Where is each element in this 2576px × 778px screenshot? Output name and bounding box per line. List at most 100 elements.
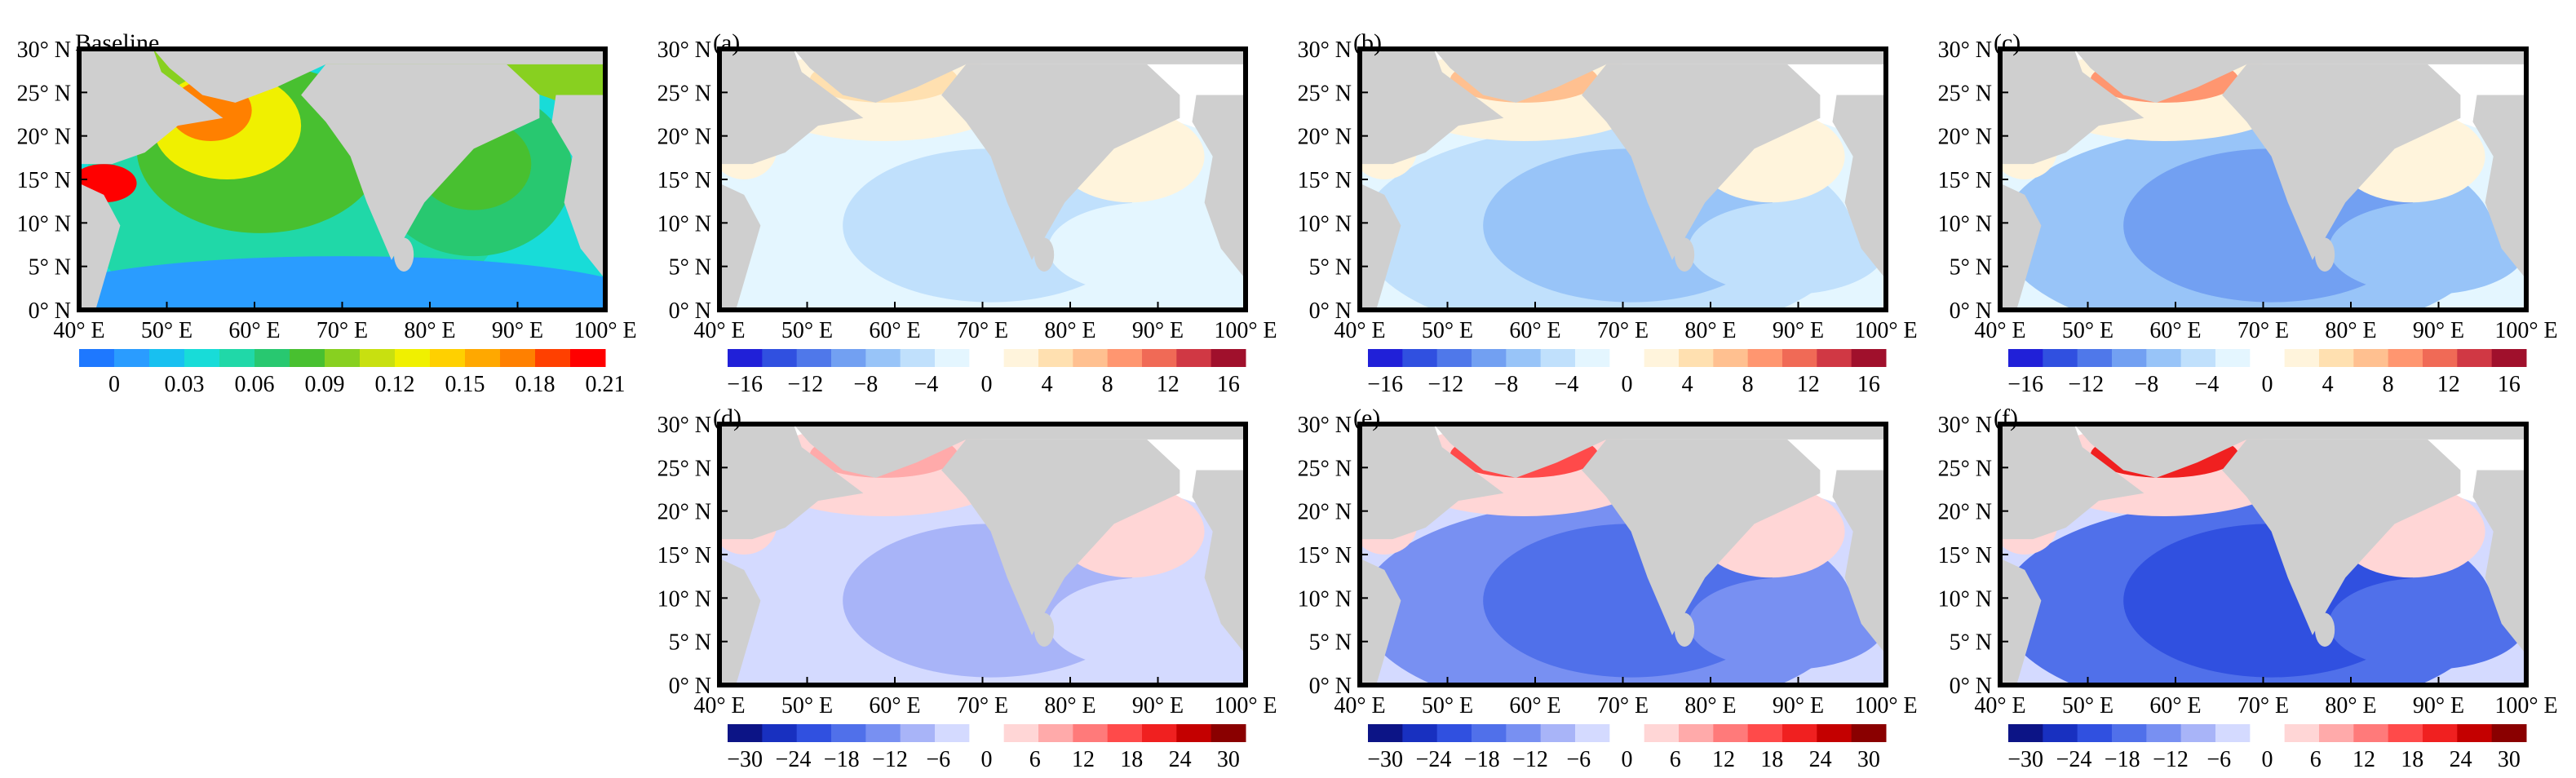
colorbar-swatch bbox=[1609, 724, 1645, 742]
colorbar-swatch bbox=[2457, 349, 2493, 367]
x-tick-label: 70° E bbox=[2237, 693, 2289, 718]
panel-field-a bbox=[719, 49, 1246, 310]
colorbar-swatch bbox=[2180, 349, 2216, 367]
colorbar-tick-label: −12 bbox=[872, 747, 908, 772]
colorbar-swatch bbox=[184, 349, 220, 367]
x-tick-label: 100° E bbox=[1214, 693, 1277, 718]
colorbar-tick-label: 6 bbox=[2310, 747, 2321, 772]
x-tick-label: 50° E bbox=[781, 318, 833, 343]
y-tick-label: 25° N bbox=[1298, 81, 1352, 106]
x-tick-label: 80° E bbox=[1684, 693, 1736, 718]
panel-field-f bbox=[2000, 424, 2526, 685]
x-tick-label: 100° E bbox=[573, 318, 636, 343]
colorbar: −16 −12 −8 −4 0 4 8 12 16 bbox=[727, 349, 1246, 397]
panel-f: (f) 0° N 5° N 10° N 15° N 20° N 25° N 30° N 40° … bbox=[1938, 404, 2558, 772]
contour-band bbox=[2329, 577, 2526, 670]
colorbar-tick-label: −12 bbox=[2153, 747, 2189, 772]
colorbar-swatch bbox=[535, 349, 571, 367]
colorbar-tick-label: 0.06 bbox=[235, 372, 275, 397]
colorbar-swatch bbox=[2388, 349, 2423, 367]
y-tick-label: 0° N bbox=[29, 298, 71, 324]
panel-a: (a) 0° N 5° N 10° N 15° N 20° N 25° N 30° N 40° … bbox=[657, 29, 1277, 397]
colorbar-swatch bbox=[1402, 349, 1438, 367]
colorbar-swatch bbox=[1713, 724, 1749, 742]
colorbar-swatch bbox=[395, 349, 431, 367]
colorbar-swatch bbox=[1436, 724, 1472, 742]
x-tick-label: 60° E bbox=[869, 318, 920, 343]
colorbar-swatch bbox=[831, 349, 866, 367]
colorbar-swatch bbox=[1003, 349, 1039, 367]
colorbar-swatch bbox=[2491, 724, 2527, 742]
y-tick-label: 20° N bbox=[17, 125, 71, 150]
y-tick-label: 15° N bbox=[657, 543, 711, 568]
x-tick-label: 90° E bbox=[2413, 318, 2464, 343]
colorbar-swatch bbox=[1436, 349, 1472, 367]
colorbar-swatch bbox=[2319, 349, 2354, 367]
y-tick-label: 15° N bbox=[1938, 168, 1992, 193]
colorbar-tick-label: −8 bbox=[2134, 372, 2158, 397]
colorbar-tick-label: −12 bbox=[787, 372, 823, 397]
y-tick-label: 30° N bbox=[1298, 413, 1352, 438]
colorbar-swatch bbox=[2043, 349, 2078, 367]
colorbar-tick-label: 0.12 bbox=[375, 372, 415, 397]
colorbar-swatch bbox=[2423, 724, 2458, 742]
x-tick-label: 50° E bbox=[1422, 693, 1473, 718]
colorbar-swatch bbox=[1073, 724, 1109, 742]
colorbar-swatch bbox=[1679, 724, 1714, 742]
colorbar-swatch bbox=[1472, 724, 1507, 742]
y-tick-label: 15° N bbox=[657, 168, 711, 193]
x-tick-label: 40° E bbox=[693, 693, 745, 718]
colorbar-swatch bbox=[1402, 724, 1438, 742]
colorbar-tick-label: −12 bbox=[1427, 372, 1463, 397]
colorbar-swatch bbox=[149, 349, 185, 367]
colorbar-swatch bbox=[1073, 349, 1109, 367]
colorbar-swatch bbox=[935, 349, 970, 367]
x-tick-label: 60° E bbox=[1509, 693, 1560, 718]
x-tick-label: 40° E bbox=[1974, 318, 2025, 343]
x-tick-label: 50° E bbox=[2062, 318, 2113, 343]
colorbar-tick-label: −8 bbox=[1494, 372, 1518, 397]
y-tick-label: 0° N bbox=[669, 674, 711, 699]
colorbar-swatch bbox=[762, 349, 798, 367]
colorbar-swatch bbox=[728, 349, 763, 367]
colorbar-swatch bbox=[1107, 349, 1143, 367]
x-tick-label: 70° E bbox=[2237, 318, 2289, 343]
colorbar-swatch bbox=[1211, 724, 1246, 742]
colorbar-tick-label: 30 bbox=[1857, 747, 1880, 772]
colorbar-tick-label: 30 bbox=[2498, 747, 2521, 772]
colorbar-swatch bbox=[465, 349, 501, 367]
y-tick-label: 10° N bbox=[1938, 211, 1992, 236]
y-tick-label: 5° N bbox=[29, 255, 71, 281]
colorbar-swatch bbox=[2491, 349, 2527, 367]
colorbar-swatch bbox=[1817, 349, 1852, 367]
colorbar-tick-label: 24 bbox=[1809, 747, 1832, 772]
y-tick-label: 25° N bbox=[1298, 456, 1352, 481]
y-tick-label: 30° N bbox=[17, 38, 71, 63]
colorbar-swatch bbox=[290, 349, 325, 367]
colorbar-swatch bbox=[2423, 349, 2458, 367]
x-tick-label: 60° E bbox=[1509, 318, 1560, 343]
y-tick-label: 20° N bbox=[657, 125, 711, 150]
colorbar-swatch bbox=[796, 349, 832, 367]
x-tick-label: 80° E bbox=[1684, 318, 1736, 343]
y-tick-label: 0° N bbox=[1950, 298, 1992, 324]
y-tick-label: 25° N bbox=[1938, 456, 1992, 481]
panel-c: (c) 0° N 5° N 10° N 15° N 20° N 25° N 30° N 40° … bbox=[1938, 29, 2558, 397]
colorbar-tick-label: 8 bbox=[1742, 372, 1754, 397]
colorbar-swatch bbox=[2215, 724, 2251, 742]
colorbar-swatch bbox=[900, 724, 936, 742]
y-tick-label: 30° N bbox=[657, 413, 711, 438]
colorbar-swatch bbox=[570, 349, 606, 367]
colorbar-swatch bbox=[2008, 724, 2043, 742]
colorbar-tick-label: 0.09 bbox=[305, 372, 345, 397]
colorbar-tick-label: 18 bbox=[2401, 747, 2423, 772]
contour-band bbox=[1689, 577, 1886, 670]
y-tick-label: 25° N bbox=[657, 456, 711, 481]
y-tick-label: 15° N bbox=[1298, 543, 1352, 568]
colorbar-swatch bbox=[969, 349, 1005, 367]
colorbar-tick-label: 0.18 bbox=[516, 372, 555, 397]
colorbar-swatch bbox=[1368, 724, 1403, 742]
colorbar-swatch bbox=[1851, 724, 1887, 742]
colorbar-tick-label: 16 bbox=[1857, 372, 1880, 397]
x-tick-label: 100° E bbox=[1854, 318, 1917, 343]
